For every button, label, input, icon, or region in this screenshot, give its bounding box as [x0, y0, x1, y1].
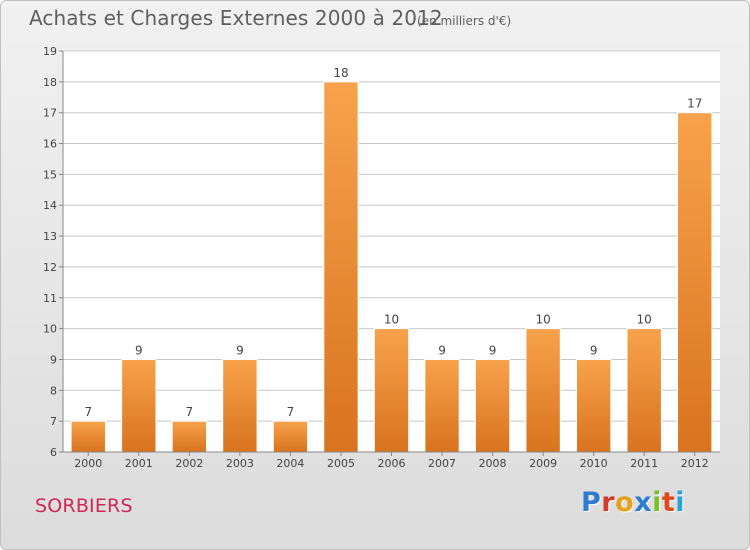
y-tick-label: 10	[43, 323, 57, 336]
y-tick-label: 17	[43, 107, 57, 120]
proxiti-logo: Proxiti	[581, 487, 686, 518]
data-label-2011: 10	[637, 313, 652, 327]
bar-2002	[171, 420, 208, 453]
y-tick-label: 12	[43, 261, 57, 274]
bar-2012	[677, 112, 713, 453]
data-label-2004: 7	[287, 405, 295, 419]
x-tick-label-2010: 2010	[580, 457, 608, 470]
y-tick-label: 19	[43, 45, 57, 58]
data-label-2003: 9	[236, 343, 244, 357]
x-tick-label-2005: 2005	[327, 457, 355, 470]
x-tick-label-2004: 2004	[276, 457, 304, 470]
commune-name: SORBIERS	[35, 495, 133, 517]
bar-2010	[575, 358, 612, 453]
bar-2007	[424, 358, 460, 453]
y-tick-label: 18	[43, 76, 57, 89]
y-tick-label: 7	[50, 415, 57, 428]
data-label-2007: 9	[438, 343, 446, 357]
x-tick-label-2006: 2006	[378, 457, 406, 470]
data-label-2000: 7	[84, 405, 92, 419]
data-label-2001: 9	[135, 343, 143, 357]
x-tick-label-2003: 2003	[226, 457, 254, 470]
bar-2011	[626, 328, 662, 453]
x-tick-label-2011: 2011	[630, 457, 658, 470]
y-tick-label: 6	[50, 446, 57, 459]
y-tick-label: 14	[43, 199, 57, 212]
data-label-2005: 18	[333, 66, 348, 80]
data-label-2010: 9	[590, 343, 598, 357]
data-label-2009: 10	[535, 313, 550, 327]
data-label-2006: 10	[384, 313, 399, 327]
y-tick-label: 11	[43, 292, 57, 305]
y-tick-label: 16	[43, 138, 57, 151]
data-label-2012: 17	[687, 97, 702, 111]
bar-2008	[474, 358, 511, 453]
x-tick-label-2009: 2009	[529, 457, 557, 470]
chart-title: Achats et Charges Externes 2000 à 2012	[29, 6, 443, 30]
bar-2006	[373, 328, 410, 453]
bar-2000	[70, 420, 106, 453]
bar-2004	[272, 420, 309, 453]
y-tick-label: 9	[50, 353, 57, 366]
bar-2009	[525, 328, 561, 453]
x-tick-label-2000: 2000	[74, 457, 102, 470]
bar-2005	[323, 81, 359, 453]
bar-2001	[121, 358, 157, 453]
data-label-2002: 7	[186, 405, 194, 419]
x-tick-label-2002: 2002	[175, 457, 203, 470]
x-tick-label-2012: 2012	[681, 457, 709, 470]
y-tick-label: 13	[43, 230, 57, 243]
y-tick-label: 8	[50, 384, 57, 397]
x-tick-label-2001: 2001	[125, 457, 153, 470]
x-tick-label-2007: 2007	[428, 457, 456, 470]
x-tick-label-2008: 2008	[479, 457, 507, 470]
y-tick-label: 15	[43, 168, 57, 181]
data-label-2008: 9	[489, 343, 497, 357]
chart-subtitle: (en milliers d'€)	[417, 14, 512, 28]
bar-2003	[222, 358, 258, 453]
